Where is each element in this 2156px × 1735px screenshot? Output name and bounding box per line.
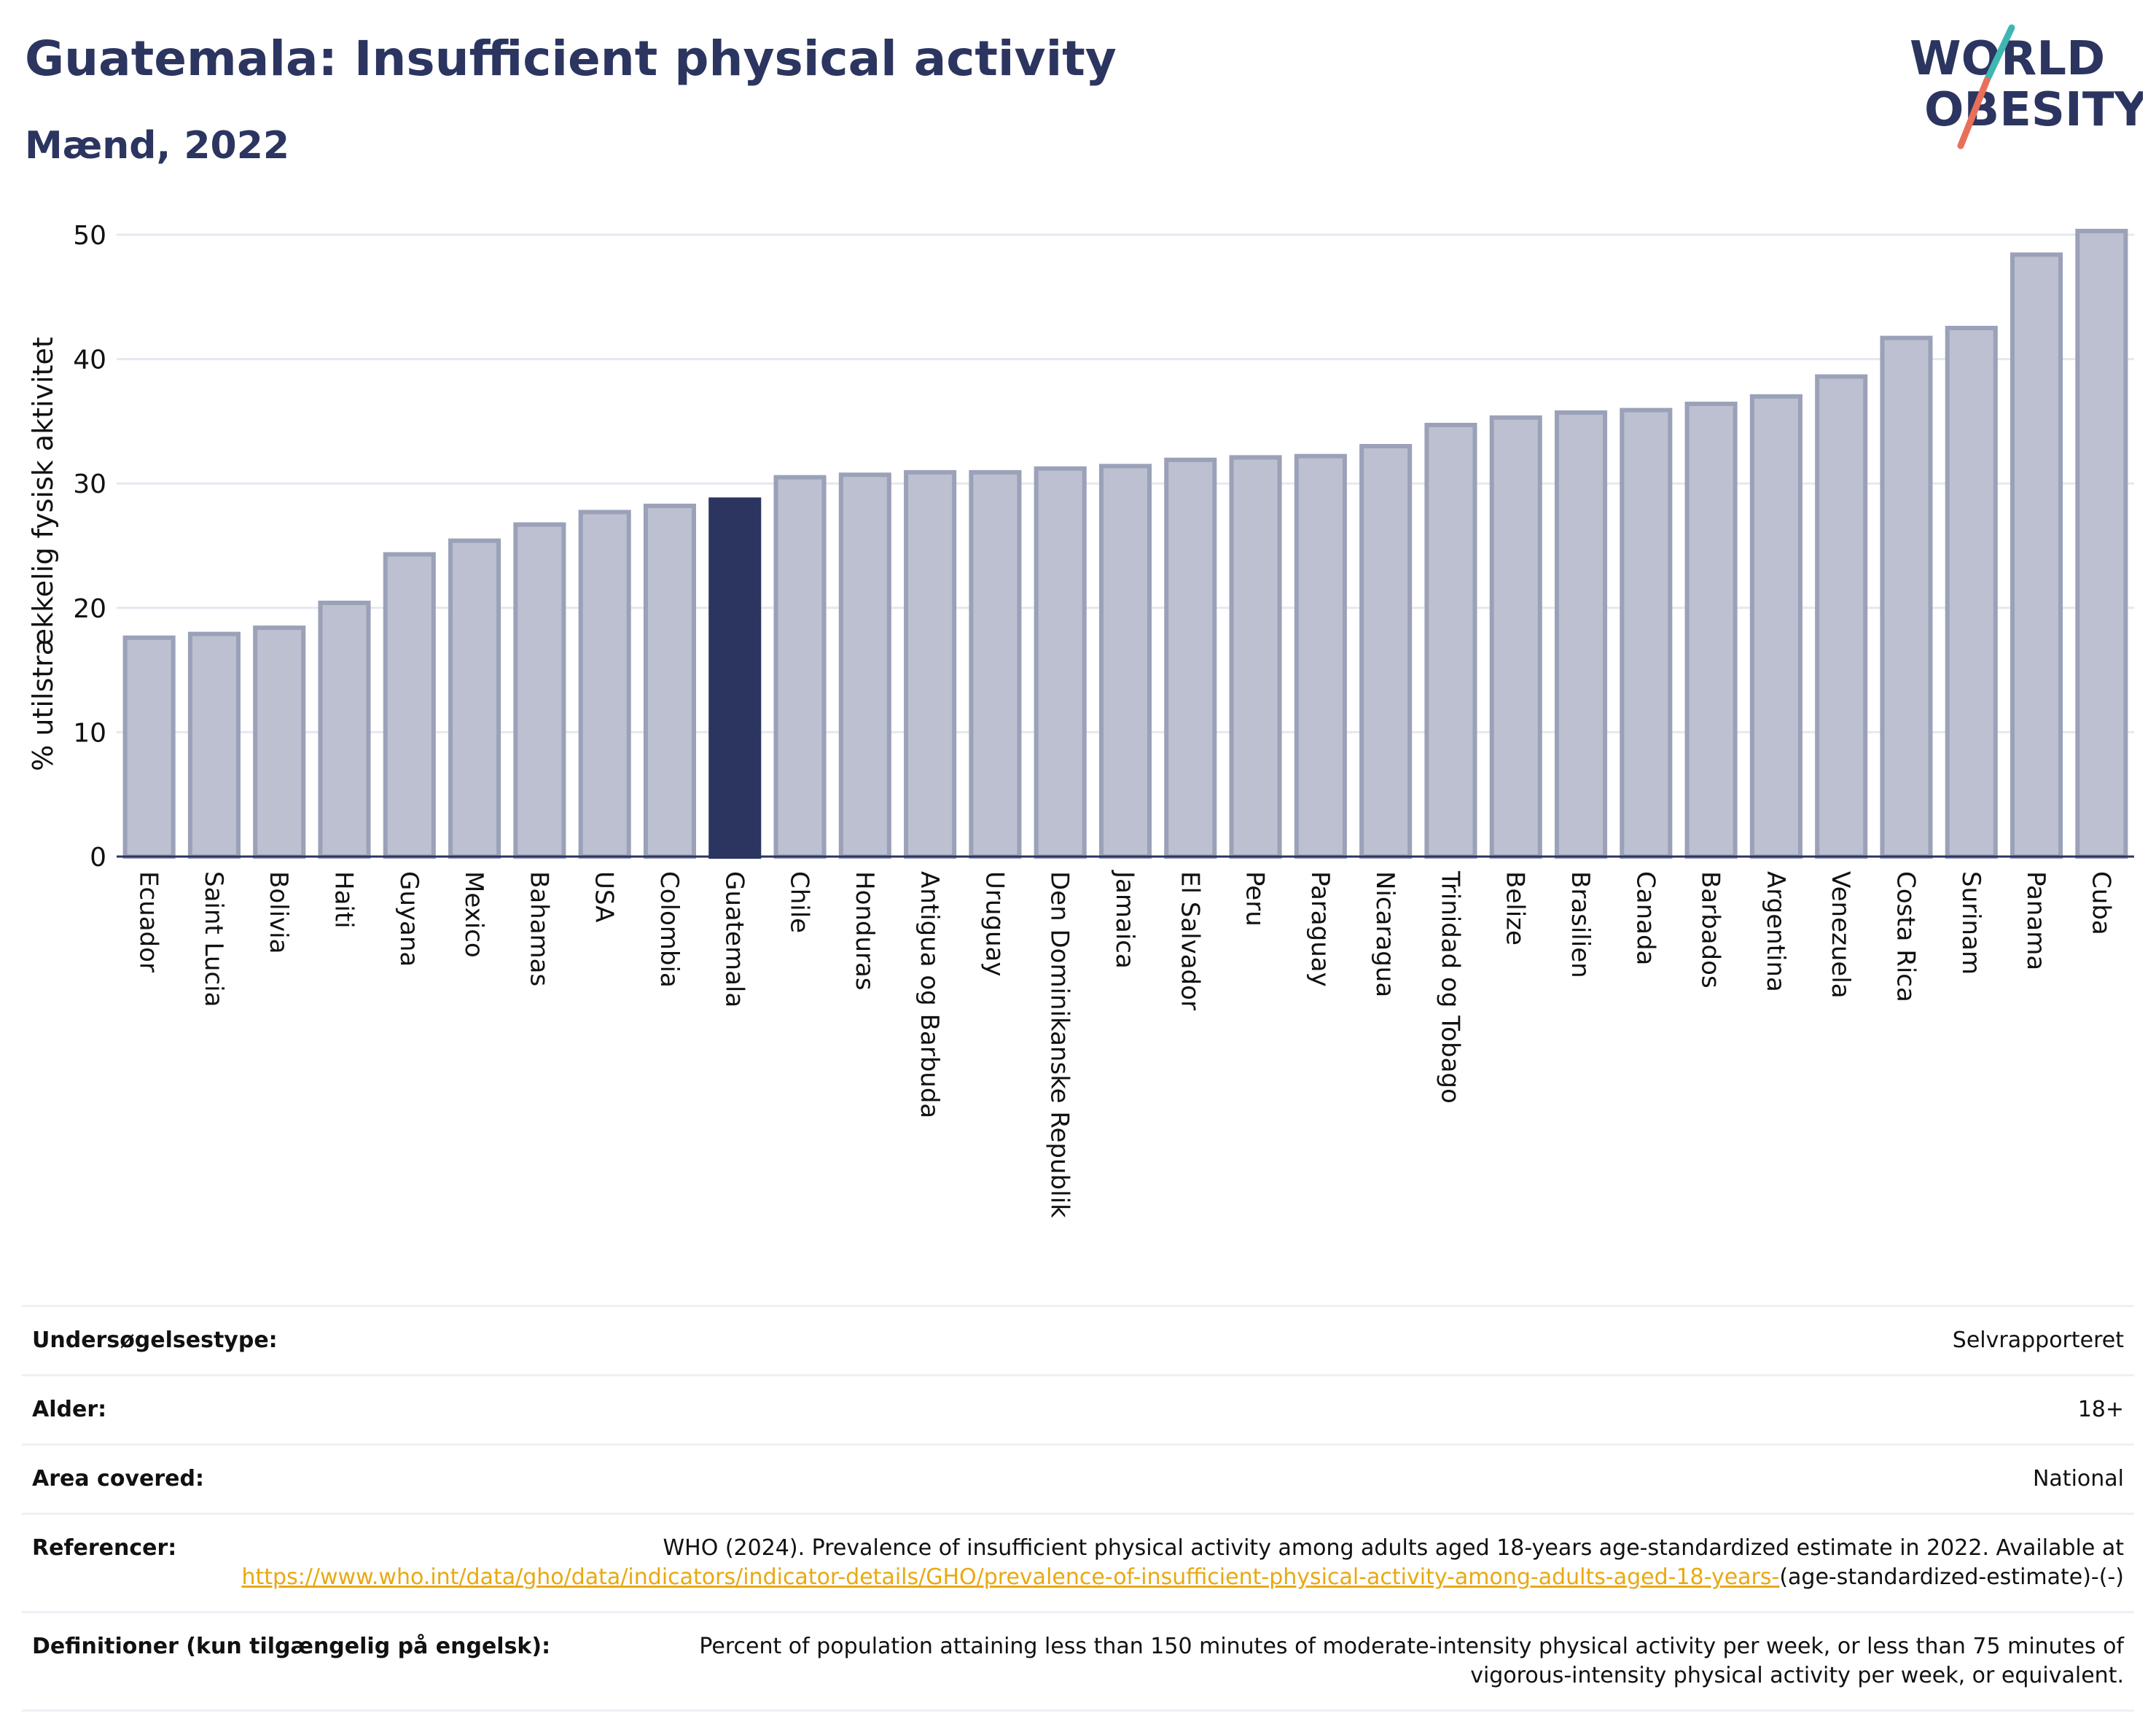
- info-row-age: Alder: 18+: [22, 1376, 2134, 1446]
- bar-ecuador: [122, 635, 176, 859]
- bar-colombia: [643, 503, 697, 859]
- definitions-label: Definitioner (kun tilgængelig på engelsk…: [32, 1634, 551, 1659]
- bar-jamaica: [1098, 464, 1152, 859]
- bar-argentina: [1749, 394, 1802, 859]
- survey-value: Selvrapporteret: [1952, 1327, 2124, 1353]
- x-tick-label: El Salvador: [1175, 871, 1204, 1010]
- bar-nicaragua: [1359, 444, 1413, 859]
- x-tick-label: Uruguay: [980, 871, 1009, 977]
- x-tick-label: Chile: [785, 871, 814, 933]
- bar-panama: [2010, 252, 2063, 859]
- bar-el-salvador: [1164, 457, 1217, 859]
- x-tick-label: Bahamas: [524, 871, 553, 986]
- svg-text:OBESITY: OBESITY: [1924, 83, 2143, 137]
- x-tick-label: Belize: [1501, 871, 1530, 946]
- info-table: Undersøgelsestype: Selvrapporteret Alder…: [22, 1305, 2134, 1712]
- info-row-survey: Undersøgelsestype: Selvrapporteret: [22, 1307, 2134, 1376]
- bar-antigua-og-barbuda: [904, 469, 957, 859]
- bar-guyana: [383, 552, 436, 859]
- x-tick-label: Colombia: [655, 871, 684, 988]
- bar-paraguay: [1294, 453, 1347, 859]
- area-label: Area covered:: [32, 1466, 204, 1492]
- x-tick-label: Canada: [1630, 871, 1660, 965]
- x-tick-label: Trinidad og Tobago: [1435, 870, 1464, 1104]
- y-tick-label: 0: [90, 843, 106, 873]
- y-tick-label: 20: [73, 594, 106, 624]
- bar-surinam: [1945, 325, 1998, 859]
- x-tick-label: Peru: [1241, 871, 1270, 927]
- bar-canada: [1620, 408, 1673, 859]
- info-row-area: Area covered: National: [22, 1446, 2134, 1515]
- x-tick-label: Ecuador: [134, 871, 163, 972]
- references-value: WHO (2024). Prevalence of insufficient p…: [220, 1534, 2124, 1592]
- bars: [122, 228, 2128, 859]
- bar-brasilien: [1554, 410, 1608, 859]
- x-tick-label: Haiti: [329, 871, 359, 929]
- x-tick-label: Panama: [2021, 871, 2050, 970]
- bar-bahamas: [513, 522, 566, 859]
- x-tick-label: Brasilien: [1566, 871, 1595, 978]
- x-tick-label: Guyana: [394, 871, 423, 967]
- age-label: Alder:: [32, 1397, 107, 1422]
- x-tick-label: Argentina: [1761, 871, 1790, 992]
- y-axis-label: % utilstrækkelig fysisk aktivitet: [27, 337, 59, 771]
- info-row-references: Referencer: WHO (2024). Prevalence of in…: [22, 1515, 2134, 1613]
- x-tick-labels: Ecuador Saint Lucia Bolivia Haiti Guyana Mexi…: [134, 870, 2116, 1218]
- reference-tail: (age-standardized-estimate)-(-): [1779, 1564, 2124, 1590]
- bar-honduras: [838, 472, 891, 859]
- bar-uruguay: [969, 469, 1022, 859]
- y-tick-label: 30: [73, 469, 106, 499]
- definitions-value: Percent of population attaining less tha…: [699, 1634, 2124, 1688]
- y-tick-label: 50: [73, 221, 106, 251]
- bar-haiti: [318, 600, 371, 859]
- bar-belize: [1489, 415, 1542, 859]
- x-tick-label: Costa Rica: [1891, 871, 1920, 1002]
- bar-trinidad-og-tobago: [1424, 423, 1477, 859]
- info-row-definitions: Definitioner (kun tilgængelig på engelsk…: [22, 1613, 2134, 1712]
- bar-cuba: [2075, 228, 2128, 859]
- x-tick-label: Nicaragua: [1370, 871, 1399, 997]
- bar-den-dominikanske-republik: [1034, 466, 1087, 859]
- bar-peru: [1229, 455, 1282, 859]
- bar-guatemala: [708, 497, 762, 859]
- x-tick-label: Venezuela: [1826, 871, 1855, 999]
- x-tick-label: Saint Lucia: [199, 871, 228, 1007]
- bar-usa: [578, 510, 631, 859]
- x-tick-label: Paraguay: [1305, 871, 1335, 987]
- x-tick-label: Jamaica: [1110, 870, 1139, 969]
- age-value: 18+: [2077, 1397, 2124, 1422]
- bar-chart: 0 10 20 30 40 50 Ecuador Saint Lucia Bolivia Hai…: [27, 221, 2134, 1218]
- x-tick-label: Surinam: [1956, 871, 1985, 975]
- x-tick-label: Den Dominikanske Republik: [1045, 871, 1074, 1218]
- y-tick-label: 40: [73, 346, 106, 375]
- x-tick-label: Antigua og Barbuda: [915, 871, 944, 1118]
- reference-text: WHO (2024). Prevalence of insufficient p…: [663, 1535, 2124, 1561]
- x-tick-label: Cuba: [2086, 871, 2115, 935]
- area-value: National: [2032, 1466, 2124, 1492]
- bar-bolivia: [253, 625, 306, 859]
- x-tick-label: Bolivia: [264, 871, 293, 954]
- x-tick-label: Barbados: [1696, 871, 1725, 989]
- bar-costa-rica: [1880, 335, 1933, 859]
- bar-saint-lucia: [187, 631, 241, 859]
- reference-link[interactable]: https://www.who.int/data/gho/data/indica…: [241, 1564, 1780, 1590]
- bar-mexico: [448, 538, 501, 859]
- x-tick-label: USA: [590, 871, 619, 922]
- world-obesity-logo: WORLD OBESITY: [1910, 24, 2143, 149]
- bar-chile: [773, 475, 827, 859]
- chart-title: Guatemala: Insufficient physical activit…: [25, 31, 1117, 87]
- y-tick-label: 10: [73, 718, 106, 748]
- chart-subtitle: Mænd, 2022: [25, 124, 290, 168]
- survey-label: Undersøgelsestype:: [32, 1327, 278, 1353]
- bar-venezuela: [1815, 374, 1868, 859]
- bar-barbados: [1684, 402, 1738, 859]
- x-tick-label: Mexico: [459, 871, 488, 958]
- y-tick-labels: 0 10 20 30 40 50: [73, 221, 106, 873]
- x-tick-label: Honduras: [850, 871, 879, 991]
- references-label: Referencer:: [32, 1535, 177, 1561]
- x-tick-label: Guatemala: [719, 871, 749, 1007]
